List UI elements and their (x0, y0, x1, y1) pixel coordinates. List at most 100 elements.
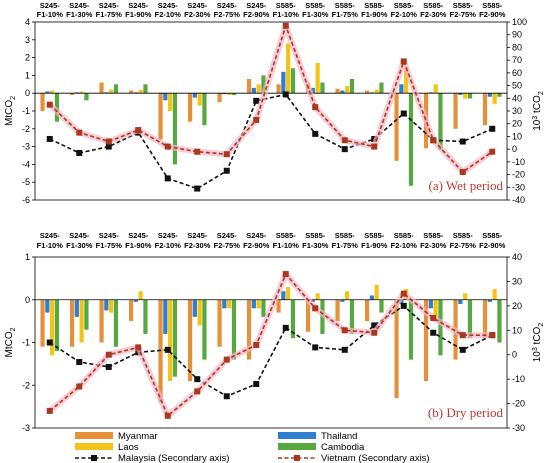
scenario-label: S585- (423, 1, 444, 10)
y2-tick-label: 50 (512, 81, 522, 91)
bar-myanmar (40, 299, 45, 347)
point-malaysia (430, 329, 437, 336)
y-tick-label: -4 (22, 159, 30, 169)
point-vietnam (312, 104, 319, 111)
bar-thailand (340, 90, 345, 94)
legend-swatch-laos (75, 443, 113, 450)
scenario-label: F2-90% (243, 10, 270, 19)
bar-thailand (399, 84, 404, 94)
bar-laos (345, 86, 350, 94)
y-tick-label: -3 (22, 423, 30, 433)
scenario-label: F1-10% (273, 10, 300, 19)
scenario-label: F2-30% (184, 241, 211, 250)
bar-myanmar (394, 299, 399, 399)
point-malaysia (371, 322, 378, 329)
bar-laos (197, 93, 202, 106)
scenario-label: F1-90% (125, 10, 152, 19)
bar-laos (256, 84, 261, 94)
scenario-label: S585- (364, 231, 385, 240)
y-tick-label: -2 (22, 380, 30, 390)
bar-laos (79, 91, 84, 94)
scenario-label: S585- (335, 231, 356, 240)
legend-marker-vietnam (294, 455, 300, 461)
point-malaysia (164, 175, 171, 182)
scenario-label: S245- (217, 1, 238, 10)
bar-thailand (133, 92, 138, 94)
y2-tick-label: -10 (512, 374, 525, 384)
panel-dry-period: -3-2-101-30-20-10010203040S245-F1-10%S24… (4, 231, 545, 433)
point-vietnam (459, 169, 466, 176)
series-line-vietnam (49, 272, 493, 418)
point-malaysia (164, 346, 171, 353)
bar-thailand (222, 299, 227, 309)
scenario-label: S245- (40, 1, 61, 10)
legend-label-cambodia: Cambodia (321, 442, 365, 453)
bar-myanmar (128, 90, 134, 94)
scenario-label: F1-30% (302, 241, 329, 250)
legend-label-laos: Laos (118, 442, 139, 453)
bar-cambodia (113, 299, 119, 347)
bar-thailand (45, 91, 50, 94)
bar-myanmar (246, 299, 252, 360)
y2-tick-label: 0 (512, 350, 517, 360)
bar-thailand (310, 87, 315, 94)
scenario-label: F2-30% (420, 10, 447, 19)
scenario-label: F2-75% (214, 241, 241, 250)
bar-laos (168, 299, 173, 381)
scenario-label: S245- (128, 1, 149, 10)
bar-laos (315, 62, 320, 94)
point-malaysia (253, 97, 260, 104)
bar-cambodia (408, 93, 414, 186)
scenario-label: S245- (69, 1, 90, 10)
panel-wet-period: -6-5-4-3-2-101234-40-30-20-1001020304050… (4, 1, 545, 205)
point-malaysia (105, 143, 112, 150)
panel-label: (a) Wet period (428, 178, 503, 193)
point-vietnam (223, 151, 230, 158)
y2-tick-label: 40 (512, 93, 522, 103)
bar-laos (79, 299, 84, 343)
y-tick-label: 1 (25, 252, 30, 262)
point-vietnam (430, 315, 437, 322)
point-vietnam (371, 329, 378, 336)
point-vietnam (489, 332, 496, 339)
bar-cambodia (113, 84, 119, 94)
bar-laos (433, 84, 438, 94)
scenario-label: S585- (335, 1, 356, 10)
point-malaysia (312, 130, 319, 137)
y-tick-label: -1 (22, 106, 30, 116)
point-malaysia (341, 146, 348, 153)
bar-thailand (458, 299, 463, 305)
scenario-label: F2-10% (391, 10, 418, 19)
bar-thailand (487, 93, 492, 97)
bar-thailand (192, 299, 197, 317)
panel-label: (b) Dry period (428, 405, 504, 420)
bar-cambodia (467, 93, 473, 99)
y2-tick-label: -10 (512, 157, 525, 167)
point-vietnam (135, 127, 142, 134)
bar-cambodia (84, 93, 89, 101)
scenario-label: F1-75% (96, 10, 123, 19)
bar-laos (256, 299, 261, 309)
series-line-malaysia (49, 93, 493, 190)
scenario-label: S245- (69, 231, 90, 240)
y2-tick-label: -30 (512, 182, 525, 192)
bar-thailand (45, 299, 50, 313)
scenario-label: S245- (187, 231, 208, 240)
bar-cambodia (438, 93, 443, 151)
bar-cambodia (54, 299, 60, 352)
bar-cambodia (349, 78, 355, 94)
bar-cambodia (172, 299, 178, 377)
point-vietnam (46, 407, 53, 414)
y2-tick-label: 100 (512, 17, 527, 27)
y-tick-label: 2 (25, 53, 30, 63)
bar-laos (492, 289, 497, 300)
bar-myanmar (217, 93, 222, 103)
scenario-label: S245- (187, 1, 208, 10)
point-vietnam (253, 341, 260, 348)
scenario-label: F2-75% (450, 10, 477, 19)
legend-swatch-myanmar (75, 432, 113, 439)
bar-myanmar (217, 299, 222, 347)
bar-cambodia (379, 82, 384, 94)
point-malaysia (105, 363, 112, 370)
scenario-label: F2-10% (155, 241, 182, 250)
